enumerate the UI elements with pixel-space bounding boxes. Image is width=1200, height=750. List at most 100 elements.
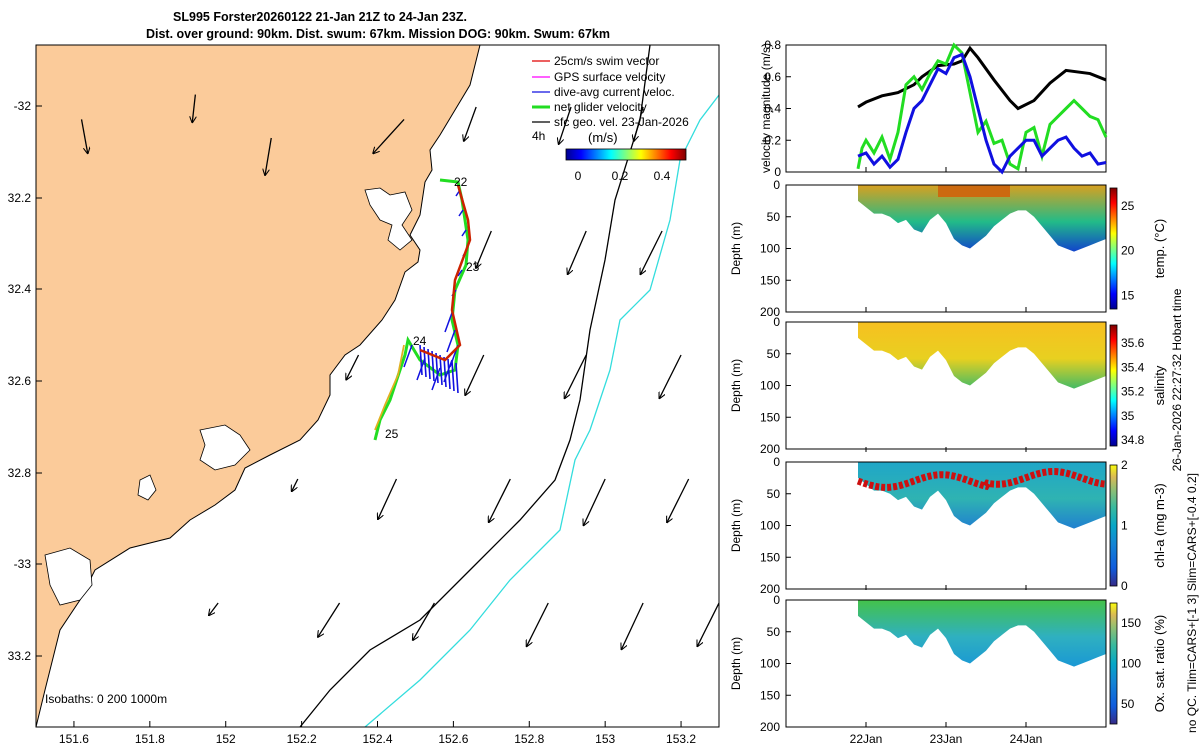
- section-panel: 0 50 100 150 200 Depth (m) 34.8 35 35.2 35.4 35.6 s…: [729, 315, 1167, 456]
- track-label-22: 22: [454, 175, 468, 189]
- geo-arrow: [527, 602, 549, 646]
- geo-arrow: [465, 354, 485, 395]
- section-panel: 0 50 100 150 200 Depth (m) 15 20 25 temp. (°C): [729, 178, 1167, 319]
- isobath-200m: [299, 45, 651, 727]
- speed-tick-0: 0: [575, 169, 582, 183]
- colorbar-tick: 35: [1121, 409, 1135, 423]
- dive-avg-vector: [457, 269, 463, 277]
- section-panel: 0 50 100 150 200 Depth (m) 0 1 2 chl-a (mg m-3): [729, 455, 1167, 596]
- surface-geo-arrows: [80, 94, 719, 727]
- geo-arrow: [490, 726, 492, 727]
- legend-scale-label: 4h: [532, 129, 545, 143]
- geo-arrow: [292, 478, 299, 491]
- section-ytick-label: 100: [760, 379, 780, 393]
- geo-arrow: [209, 602, 219, 615]
- section-ytick-label: 100: [760, 242, 780, 256]
- section-data: [858, 185, 1106, 252]
- section-ylabel: Depth (m): [729, 499, 743, 552]
- section-ylabel: Depth (m): [729, 222, 743, 275]
- geo-arrow: [640, 230, 663, 274]
- isobaths-label: Isobaths: 0 200 1000m: [45, 692, 167, 706]
- speed-tick-2: 0.4: [654, 169, 671, 183]
- section-xtick-label: 23Jan: [930, 732, 963, 746]
- map-xtick-label: 153.2: [666, 732, 696, 746]
- map-xtick-label: 152.6: [438, 732, 468, 746]
- section-ytick-label: 0: [773, 593, 780, 607]
- colorbar-tick: 150: [1121, 616, 1141, 630]
- geo-arrow: [659, 354, 682, 398]
- section-colorbar: [1109, 464, 1118, 587]
- side-label-2: no QC. Tlim=CARS+[-1 3] Slim=CARS+[-0.4 …: [1185, 473, 1199, 733]
- lake-myall: [364, 187, 413, 251]
- geo-arrow: [318, 602, 341, 637]
- section-data: [858, 322, 1106, 389]
- colorbar-tick: 35.6: [1121, 336, 1145, 350]
- map-ytick-label: -32: [14, 99, 32, 113]
- dive-avg-vector: [446, 329, 456, 353]
- lake-macquarie: [44, 547, 93, 606]
- geo-arrow: [564, 354, 587, 398]
- colorbar-tick: 1: [1121, 519, 1128, 533]
- map-x-ticks: 151.6 151.8 152 152.2 152.4 152.6 152.8 153 153.…: [59, 721, 696, 746]
- section-data: [858, 462, 1106, 529]
- gps-surface-track: [374, 344, 405, 431]
- map-ytick-label: 32.6: [8, 374, 32, 388]
- dive-avg-vector: [451, 360, 455, 392]
- title-line-2: Dist. over ground: 90km. Dist. swum: 67k…: [146, 27, 610, 41]
- colorbar-tick: 50: [1121, 697, 1135, 711]
- legend-swim: 25cm/s swim vector: [554, 54, 659, 68]
- section-panel: 0 50 100 150 200 Depth (m) 50 100 150 Ox. sat. ra…: [729, 593, 1167, 734]
- geo-arrow: [621, 602, 644, 650]
- velocity-ylabel: velocity magnitude (m/s): [759, 43, 773, 173]
- section-ytick-label: 50: [767, 210, 781, 224]
- track-label-24: 24: [413, 334, 427, 348]
- section-ytick-label: 0: [773, 455, 780, 469]
- speed-colorbar-label: (m/s): [588, 130, 618, 145]
- section-ytick-label: 150: [760, 410, 780, 424]
- geo-arrow: [568, 230, 587, 274]
- section-colorbar: [1109, 602, 1118, 725]
- track-label-23: 23: [466, 260, 480, 274]
- section-colorbar-label: chl-a (mg m-3): [1152, 483, 1167, 568]
- map-panel: 22 23 24 25 25cm/s swim vector GPS surfa…: [8, 44, 720, 746]
- colorbar-tick: 100: [1121, 657, 1141, 671]
- geo-arrow: [667, 478, 690, 522]
- map-xtick-label: 151.6: [59, 732, 89, 746]
- warm-surface: [938, 185, 1010, 197]
- section-colorbar-label: salinity: [1152, 365, 1167, 405]
- section-ytick-label: 150: [760, 550, 780, 564]
- geo-arrow: [346, 354, 360, 380]
- dive-avg-vector: [435, 352, 439, 384]
- section-colorbar: [1109, 187, 1118, 310]
- section-ytick-label: 200: [760, 582, 780, 596]
- map-xtick-label: 152: [216, 732, 236, 746]
- map-ytick-label: 32.2: [8, 191, 32, 205]
- geo-arrow: [697, 602, 719, 646]
- glider-track: [373, 178, 472, 441]
- section-ytick-label: 150: [760, 688, 780, 702]
- section-ytick-label: 0: [773, 315, 780, 329]
- geo-arrow: [559, 106, 572, 144]
- geo-arrow: [464, 106, 477, 141]
- geo-arrow: [634, 106, 644, 141]
- speed-colorbar: [565, 148, 687, 161]
- section-ytick-label: 200: [760, 442, 780, 456]
- map-legend: 25cm/s swim vector GPS surface velocity …: [532, 54, 689, 143]
- map-xtick-label: 151.8: [135, 732, 165, 746]
- section-ytick-label: 100: [760, 519, 780, 533]
- section-ylabel: Depth (m): [729, 359, 743, 412]
- geo-arrow: [585, 726, 587, 727]
- section-ytick-label: 0: [773, 178, 780, 192]
- dive-avg-vector: [431, 367, 441, 391]
- velocity-y-ticks: 0 0.2 0.4 0.6 0.8: [764, 38, 791, 179]
- section-ytick-label: 200: [760, 720, 780, 734]
- section-ytick-label: 50: [767, 625, 781, 639]
- velocity-series-line: [857, 45, 1107, 111]
- section-ytick-label: 100: [760, 657, 780, 671]
- legend-geo: sfc geo. vel. 23-Jan-2026: [554, 115, 689, 129]
- colorbar-tick: 34.8: [1121, 433, 1145, 447]
- dive-avg-vector: [403, 344, 413, 368]
- dive-avg-vector: [447, 358, 451, 390]
